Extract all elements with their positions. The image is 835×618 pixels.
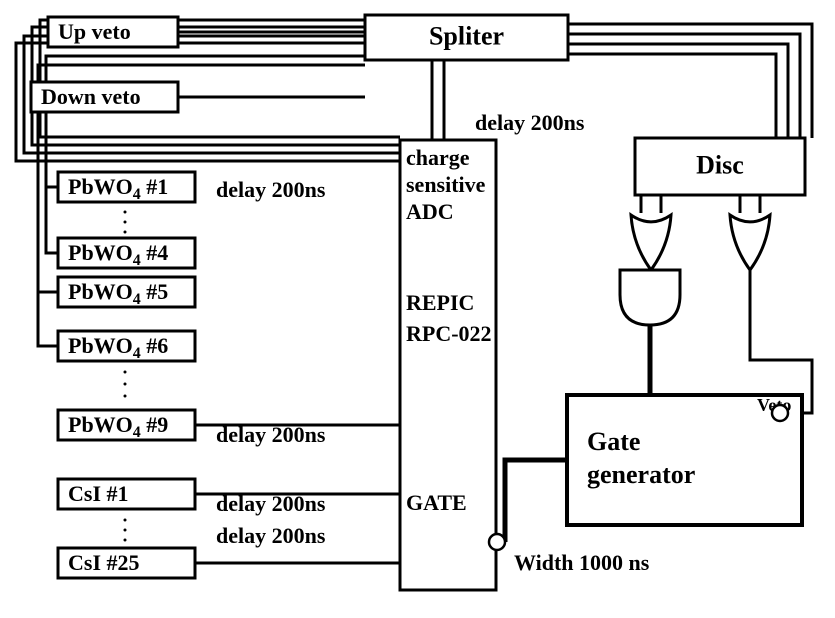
svg-text:GATE: GATE	[406, 490, 467, 515]
svg-text:RPC-022: RPC-022	[406, 321, 492, 346]
pbwo-1-label: PbWO4 #1	[68, 174, 168, 203]
pbwo-4-label: PbWO4 #4	[68, 240, 168, 269]
csi-1-label: CsI #1	[68, 481, 129, 506]
svg-text:delay 200ns: delay 200ns	[216, 523, 326, 548]
ellipsis-dot	[124, 519, 127, 522]
pbwo-6-label: PbWO4 #6	[68, 333, 168, 362]
wire	[750, 270, 812, 413]
and-gate	[620, 270, 680, 325]
svg-text:generator: generator	[587, 460, 695, 489]
invert-circle	[489, 534, 505, 550]
svg-text:delay 200ns: delay 200ns	[216, 491, 326, 516]
pbwo-5-label: PbWO4 #5	[68, 279, 168, 308]
wire	[568, 34, 800, 138]
ellipsis-dot	[124, 371, 127, 374]
ellipsis-dot	[124, 231, 127, 234]
svg-text:delay 200ns: delay 200ns	[475, 110, 585, 135]
svg-text:Gate: Gate	[587, 427, 640, 456]
ellipsis-dot	[124, 221, 127, 224]
svg-text:Spliter: Spliter	[429, 22, 504, 51]
svg-text:Disc: Disc	[696, 151, 744, 180]
or-gate	[730, 215, 770, 270]
svg-text:delay 200ns: delay 200ns	[216, 422, 326, 447]
ellipsis-dot	[124, 529, 127, 532]
or-gate	[631, 215, 671, 270]
wire	[505, 460, 567, 542]
wire	[568, 44, 788, 138]
up-veto-label: Up veto	[58, 19, 131, 44]
svg-text:sensitive: sensitive	[406, 172, 486, 197]
csi-25-label: CsI #25	[68, 550, 140, 575]
pbwo-9-label: PbWO4 #9	[68, 412, 168, 441]
svg-text:charge: charge	[406, 145, 470, 170]
svg-text:Width 1000 ns: Width 1000 ns	[514, 550, 650, 575]
down-veto-label: Down veto	[41, 84, 141, 109]
svg-text:ADC: ADC	[406, 199, 454, 224]
wire	[46, 56, 365, 187]
ellipsis-dot	[124, 395, 127, 398]
wire	[568, 54, 776, 138]
ellipsis-dot	[124, 211, 127, 214]
svg-text:delay 200ns: delay 200ns	[216, 177, 326, 202]
ellipsis-dot	[124, 539, 127, 542]
ellipsis-dot	[124, 383, 127, 386]
svg-text:REPIC: REPIC	[406, 290, 474, 315]
invert-circle	[772, 405, 788, 421]
